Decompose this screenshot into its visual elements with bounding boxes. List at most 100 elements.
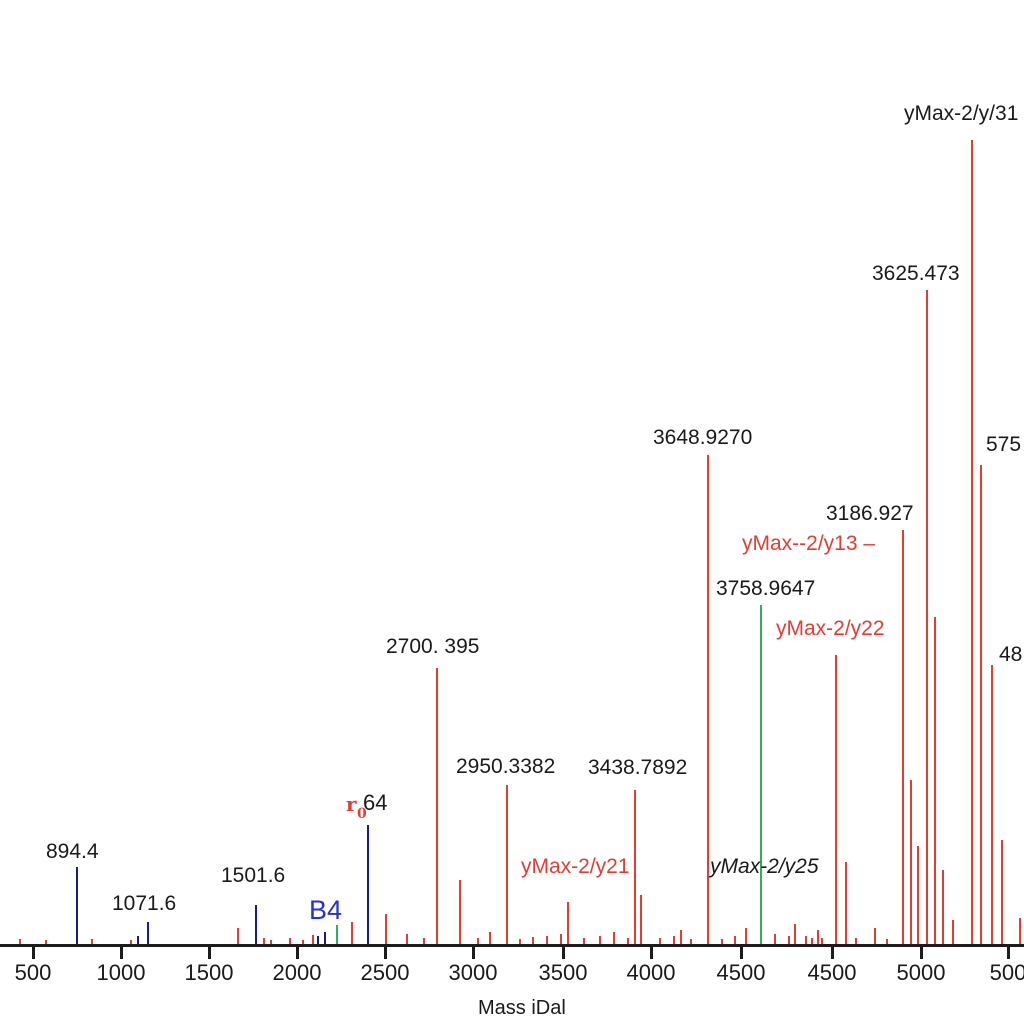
spectrum-peak (991, 665, 993, 944)
peak-label: 1501.6 (221, 864, 286, 887)
spectrum-peak (436, 668, 438, 944)
peak-label: r (346, 792, 357, 816)
spectrum-peak (821, 938, 823, 944)
peak-label: yMax--2/y13 – (742, 532, 876, 555)
x-axis-tick-label: 500 (14, 960, 52, 985)
spectrum-peak (237, 928, 239, 944)
spectrum-peak (942, 870, 944, 944)
x-axis-tick-label: 2500 (360, 960, 410, 985)
spectrum-peak (855, 938, 857, 944)
x-axis-tick (296, 946, 299, 959)
spectrum-peak (255, 905, 257, 944)
spectrum-peak (640, 895, 642, 944)
spectrum-peak (934, 617, 936, 944)
x-axis-tick (384, 946, 387, 959)
spectrum-peak (613, 932, 615, 944)
spectrum-peak (45, 940, 47, 944)
x-axis-tick-label: 4500 (716, 960, 766, 985)
spectrum-peak (270, 940, 272, 944)
spectrum-peak (673, 936, 675, 944)
spectrum-peak (477, 938, 479, 944)
spectrum-peak (583, 938, 585, 944)
spectrum-peak (302, 940, 304, 944)
peak-label: 1071.6 (112, 892, 177, 915)
spectrum-peak (336, 925, 338, 944)
peak-label: 575 (986, 433, 1022, 456)
x-axis-tick (740, 946, 743, 959)
spectrum-peak (423, 938, 425, 944)
peak-label: 3186.927 (826, 502, 914, 525)
x-axis-tick-label: 4500 (807, 960, 857, 985)
spectrum-peak (680, 930, 682, 944)
x-axis-tick (120, 946, 123, 959)
peak-label: B4 (309, 895, 343, 925)
spectrum-peak (659, 938, 661, 944)
spectrum-peak (805, 936, 807, 944)
spectrum-peak (519, 939, 521, 944)
x-axis-tick-label: 1500 (184, 960, 234, 985)
peak-label: yMax-2/y21 (521, 855, 630, 878)
spectrum-peak (91, 939, 93, 944)
x-axis-tick (650, 946, 653, 959)
x-axis-tick-label: 4000 (626, 960, 676, 985)
spectrum-peak (289, 938, 291, 944)
spectrum-peak (560, 934, 562, 944)
spectrum-peak (459, 880, 461, 944)
x-axis-tick (920, 946, 923, 959)
x-axis-tick (32, 946, 35, 959)
peak-label: yMax-2/y/31 (904, 102, 1019, 125)
x-axis-tick-label: 1000 (96, 960, 146, 985)
spectrum-peak (351, 922, 353, 944)
spectrum-peak (385, 914, 387, 944)
spectrum-peak (546, 936, 548, 944)
spectrum-peak (794, 924, 796, 944)
peak-label: 2700. 395 (386, 635, 480, 658)
spectrum-peak (811, 938, 813, 944)
spectrum-peak (835, 655, 837, 944)
spectrum-peak (367, 825, 369, 944)
peak-label: 3758.9647 (716, 577, 816, 600)
spectrum-peak (317, 936, 319, 944)
x-axis-tick (472, 946, 475, 959)
x-axis-tick-label: 500 (989, 960, 1024, 985)
spectrum-peak (1019, 918, 1021, 944)
spectrum-peak (971, 140, 973, 944)
spectrum-peak (567, 902, 569, 944)
spectrum-peak (690, 939, 692, 944)
spectrum-peak (817, 930, 819, 944)
peak-label: yMax-2/y25 (710, 855, 819, 878)
spectrum-peak (634, 790, 636, 944)
spectrum-peak (760, 605, 762, 944)
x-axis-tick-label: 5000 (896, 960, 946, 985)
spectrum-peak (532, 937, 534, 944)
spectrum-peak (845, 862, 847, 944)
x-axis-tick (1007, 946, 1010, 959)
peak-label: yMax-2/y22 (776, 617, 885, 640)
peak-label: 3438.7892 (588, 756, 688, 779)
x-axis-tick-label: 3000 (448, 960, 498, 985)
peak-label: 64 (363, 790, 388, 815)
spectrum-peak (130, 940, 132, 944)
spectrum-peak (926, 290, 928, 944)
spectrum-peak (76, 867, 78, 944)
spectrum-peak (19, 939, 21, 944)
spectrum-peak (489, 932, 491, 944)
x-axis-tick-label: 3500 (538, 960, 588, 985)
spectrum-peak (506, 785, 508, 944)
spectrum-peak (137, 936, 139, 944)
spectrum-peak (599, 936, 601, 944)
spectrum-peak (910, 780, 912, 944)
x-axis-tick (208, 946, 211, 959)
peak-label: 3625.473 (872, 262, 960, 285)
peak-label: 0 (357, 806, 367, 822)
peak-label: 48 (999, 643, 1023, 666)
spectrum-peak (734, 936, 736, 944)
spectrum-peak (902, 530, 904, 944)
x-axis-tick (562, 946, 565, 959)
spectrum-peak (312, 935, 314, 944)
spectrum-peak (627, 938, 629, 944)
spectrum-peak (788, 936, 790, 944)
spectrum-peak (886, 939, 888, 944)
peak-label: 894.4 (46, 840, 99, 863)
